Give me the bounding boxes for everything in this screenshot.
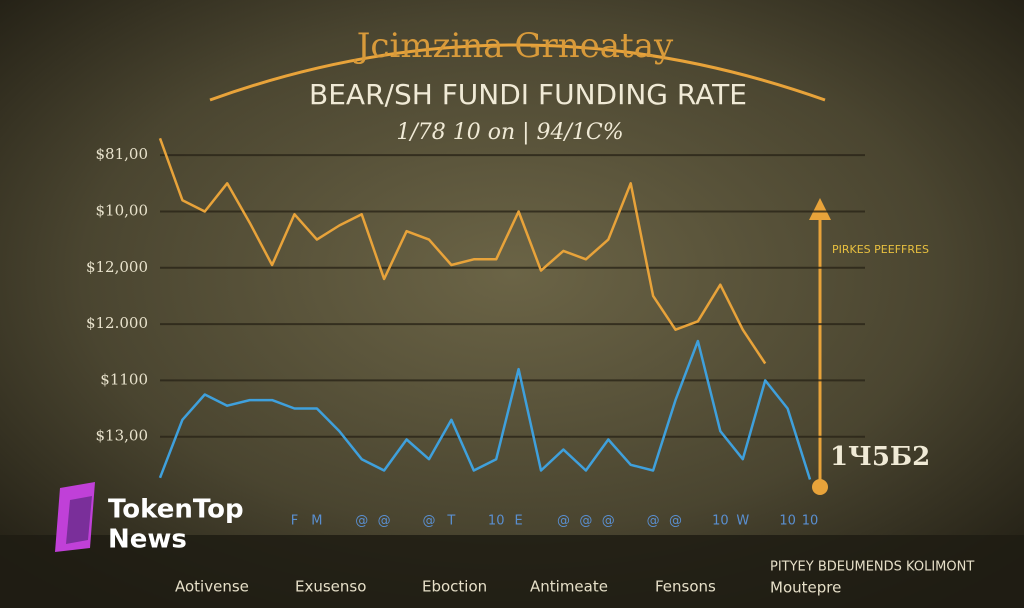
- x-tick-label: @: [422, 514, 435, 529]
- x-tick-label: @: [378, 514, 391, 529]
- banner-arc: [209, 43, 826, 102]
- logo-text: TokenTop: [108, 495, 244, 525]
- x-tick-label: @: [579, 514, 592, 529]
- y-tick-label: $12,000: [86, 258, 148, 276]
- x-tick-label: @: [355, 514, 368, 529]
- y-tick-label: $81,00: [96, 145, 149, 163]
- footer-item: Exusenso: [295, 578, 366, 596]
- x-tick-label: @: [647, 514, 660, 529]
- x-tick-label: 10: [802, 514, 819, 529]
- chart-title: BEAR/SH FUNDI FUNDING RATE: [309, 78, 747, 111]
- x-tick-label: @: [602, 514, 615, 529]
- x-tick-label: @: [669, 514, 682, 529]
- footer-sub: Moutepre: [770, 579, 841, 597]
- arrow-head: [809, 198, 831, 220]
- x-tick-label: E: [515, 514, 523, 529]
- y-tick-label: $10,00: [96, 201, 149, 219]
- annotation: PIRKES PEEFFRES: [832, 243, 929, 256]
- x-tick-label: T: [446, 514, 455, 529]
- footer-item: Aotivense: [175, 578, 249, 596]
- footer-bar: [0, 535, 1024, 608]
- logo-mark-inner: [66, 496, 92, 544]
- x-tick-label: W: [736, 514, 749, 529]
- x-tick-label: 10: [779, 514, 796, 529]
- y-tick-label: $13,00: [96, 427, 149, 445]
- y-tick-label: $1100: [100, 370, 148, 388]
- footer-item: Antimeate: [530, 578, 608, 596]
- annotation-value: 1Ч5Б2: [830, 442, 930, 472]
- arrow-dot: [812, 479, 828, 495]
- logo-text: News: [108, 525, 187, 555]
- chart-subtitle: 1/78 10 on | 94/1C%: [396, 120, 623, 145]
- x-tick-label: M: [311, 514, 322, 529]
- y-tick-label: $12.000: [86, 314, 148, 332]
- x-tick-label: 10: [488, 514, 505, 529]
- x-tick-label: @: [557, 514, 570, 529]
- series-line: [158, 339, 812, 480]
- banner: Jcimzina Grneatay: [354, 26, 674, 66]
- series-line: [158, 137, 767, 365]
- footer-title: PITYEY BDEUMENDS KOLIMONT: [770, 560, 974, 575]
- footer-item: Eboction: [422, 578, 487, 596]
- footer-item: Fensons: [655, 578, 716, 596]
- x-tick-label: F: [291, 514, 298, 529]
- x-tick-label: 10: [712, 514, 729, 529]
